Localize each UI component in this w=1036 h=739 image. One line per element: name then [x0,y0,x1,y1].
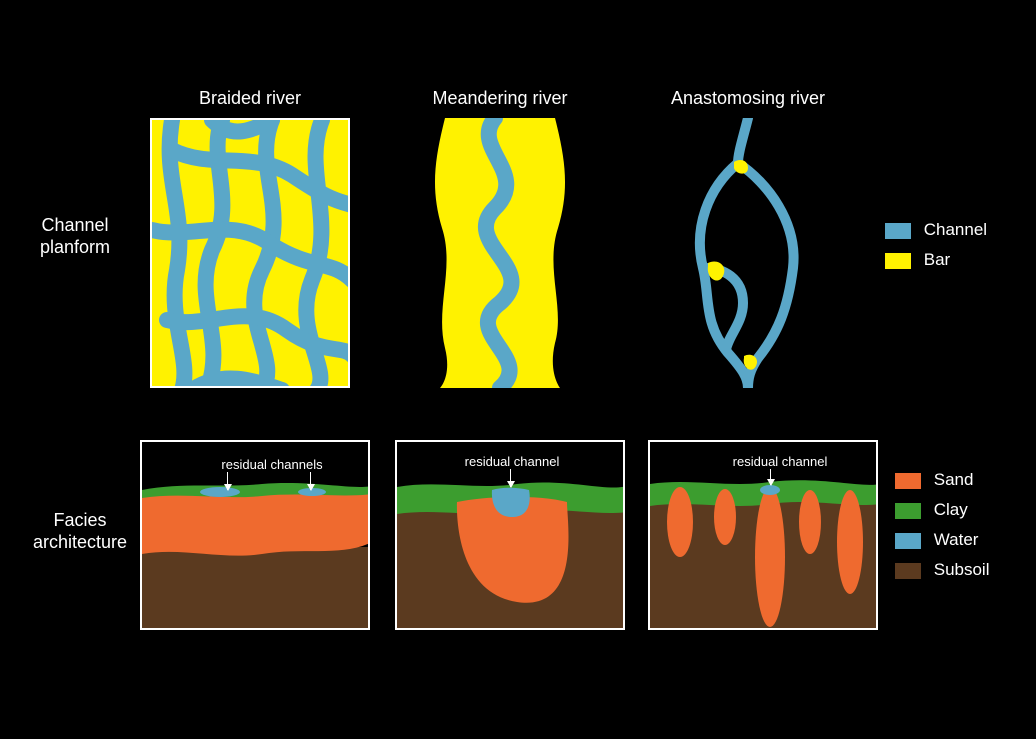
svg-planform-braided [152,120,350,388]
panel-facies-braided: residual channels [140,440,370,630]
rowlabel-facies-l1: Facies architecture [33,510,127,552]
col-title-meandering: Meandering river [400,88,600,109]
diagram-stage: Braided river Meandering river Anastomos… [0,0,1036,739]
svg-facies-meandering [397,442,625,630]
arrow-anastomosing [770,469,771,485]
legend-label-sand: Sand [934,470,974,489]
rowlabel-planform: Channel planform [25,215,125,258]
annot-braided: residual channels [212,457,332,472]
panel-planform-anastomosing [648,118,848,388]
swatch-bar [885,253,911,269]
rowlabel-planform-l1: Channel planform [40,215,110,257]
svg-planform-meandering [400,118,600,388]
legend-label-bar: Bar [924,250,950,269]
annot-meandering: residual channel [452,454,572,469]
legend-facies-subsoil: Subsoil [895,560,990,580]
legend-planform-channel: Channel [885,220,987,240]
legend-label-water: Water [934,530,979,549]
swatch-subsoil [895,563,921,579]
panel-facies-anastomosing: residual channel [648,440,878,630]
arrow-braided-1 [227,472,228,490]
legend-facies: Sand Clay Water Subsoil [895,460,990,590]
swatch-water [895,533,921,549]
legend-label-channel: Channel [924,220,987,239]
panel-planform-meandering [400,118,600,388]
swatch-sand [895,473,921,489]
swatch-channel [885,223,911,239]
panel-planform-braided [150,118,350,388]
annot-anastomosing: residual channel [720,454,840,469]
svg-planform-anastomosing [648,118,848,388]
col-title-anastomosing: Anastomosing river [648,88,848,109]
svg-facies-anastomosing [650,442,878,630]
legend-planform-bar: Bar [885,250,987,270]
legend-label-clay: Clay [934,500,968,519]
col-title-braided: Braided river [150,88,350,109]
legend-facies-water: Water [895,530,990,550]
arrow-braided-2 [310,472,311,490]
legend-planform: Channel Bar [885,210,987,280]
legend-facies-clay: Clay [895,500,990,520]
panel-facies-meandering: residual channel [395,440,625,630]
legend-label-subsoil: Subsoil [934,560,990,579]
swatch-clay [895,503,921,519]
arrow-meandering [510,469,511,487]
rowlabel-facies: Facies architecture [25,510,135,553]
legend-facies-sand: Sand [895,470,990,490]
